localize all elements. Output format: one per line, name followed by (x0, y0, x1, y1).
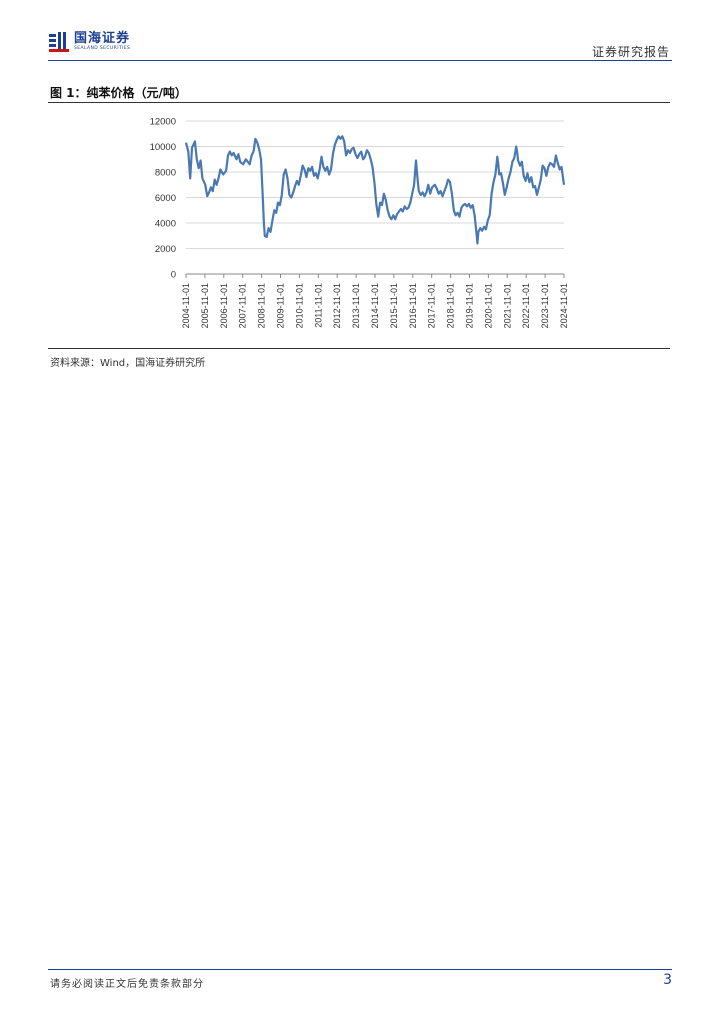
x-tick-label: 2017-11-01 (427, 283, 437, 328)
x-tick-label: 2007-11-01 (238, 283, 248, 328)
y-tick-label: 0 (171, 270, 176, 281)
report-type-label: 证券研究报告 (591, 45, 670, 59)
x-tick-label: 2011-11-01 (313, 283, 323, 328)
series-line (184, 135, 566, 245)
company-logo: 国海证券 SEALAND SECURITIES (48, 31, 130, 53)
page-header: 国海证券 SEALAND SECURITIES 证券研究报告 (48, 28, 672, 60)
x-tick-label: 2024-11-01 (559, 283, 569, 328)
sealand-logo-icon (49, 32, 69, 52)
x-tick-label: 2010-11-01 (294, 283, 304, 328)
y-tick-label: 12000 (150, 117, 176, 128)
y-tick-label: 4000 (155, 219, 176, 230)
page-number: 3 (663, 972, 672, 988)
x-tick-label: 2006-11-01 (219, 283, 229, 328)
figure-bottom-rule (48, 348, 670, 349)
y-tick-label: 8000 (155, 168, 176, 179)
x-tick-label: 2012-11-01 (332, 283, 342, 328)
x-tick-label: 2005-11-01 (200, 283, 210, 328)
x-tick-label: 2013-11-01 (351, 283, 361, 328)
logo-chinese-name: 国海证券 (74, 31, 131, 47)
x-tick-label: 2023-11-01 (540, 283, 550, 328)
x-tick-label: 2019-11-01 (465, 283, 475, 328)
x-tick-label: 2018-11-01 (446, 283, 456, 328)
y-tick-label: 6000 (155, 193, 176, 204)
x-tick-label: 2020-11-01 (483, 283, 493, 328)
header-divider (48, 60, 672, 61)
y-tick-label: 10000 (150, 142, 176, 153)
price-line-chart: 0 2000 4000 6000 8000 10000 12000 2004-11-01 200… (150, 117, 569, 329)
y-tick-label: 2000 (155, 244, 176, 255)
x-tick-label: 2014-11-01 (370, 283, 380, 328)
chart-container: 0 2000 4000 6000 8000 10000 12000 2004-11-01 200… (48, 104, 670, 346)
x-tick-label: 2015-11-01 (389, 283, 399, 328)
figure-top-rule (48, 102, 670, 103)
x-tick-label: 2016-11-01 (408, 283, 418, 328)
x-tick-label: 2008-11-01 (257, 283, 267, 328)
footer-divider (48, 969, 672, 970)
figure-title: 图 1：纯苯价格（元/吨） (50, 86, 187, 100)
figure-source: 资料来源：Wind，国海证券研究所 (50, 358, 206, 369)
footer-disclaimer: 请务必阅读正文后免责条款部分 (50, 979, 204, 990)
x-tick-label: 2009-11-01 (276, 283, 286, 328)
logo-english-name: SEALAND SECURITIES (74, 46, 131, 52)
x-tick-label: 2021-11-01 (502, 283, 512, 328)
x-tick-label: 2004-11-01 (181, 283, 191, 328)
x-tick-label: 2022-11-01 (521, 283, 531, 328)
